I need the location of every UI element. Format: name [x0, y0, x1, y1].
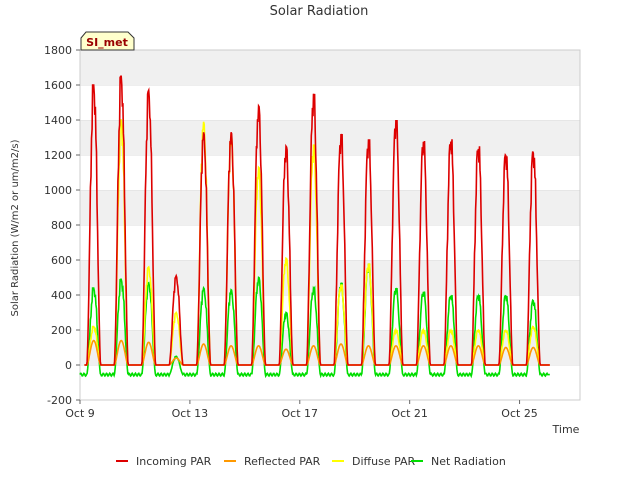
y-axis-ticks: -200 0 200 400 600 800 1000 1200 1400 1600 1800 — [44, 44, 80, 407]
y-tick-label: 800 — [51, 219, 72, 232]
y-tick-label: 1200 — [44, 149, 72, 162]
x-tick-label: Oct 17 — [282, 407, 319, 420]
grid-band — [80, 330, 580, 365]
y-tick-label: -200 — [47, 394, 72, 407]
y-tick-label: 600 — [51, 254, 72, 267]
grid-band — [80, 365, 580, 400]
station-badge-box — [80, 31, 135, 51]
y-tick-label: 1800 — [44, 44, 72, 57]
y-tick-label: 400 — [51, 289, 72, 302]
grid-bands — [80, 49, 580, 400]
grid-band — [80, 120, 580, 155]
grid-band — [80, 260, 580, 295]
legend-label: Reflected PAR — [244, 455, 321, 468]
data-series — [79, 75, 550, 379]
grid-band — [80, 155, 580, 190]
x-tick-label: Oct 13 — [172, 407, 209, 420]
grid-band — [80, 50, 580, 85]
x-axis-ticks: Oct 9 Oct 13 Oct 17 Oct 21 Oct 25 — [65, 400, 538, 420]
station-badge-label: SI_met — [86, 36, 128, 49]
x-tick-label: Oct 21 — [391, 407, 428, 420]
x-tick-label: Oct 25 — [501, 407, 538, 420]
grid-band — [80, 295, 580, 330]
grid-band — [80, 190, 580, 225]
y-tick-label: 1000 — [44, 184, 72, 197]
station-badge: SI_met — [80, 31, 135, 51]
y-tick-label: 1400 — [44, 114, 72, 127]
legend: Incoming PAR Reflected PAR Diffuse PAR Net … — [116, 455, 506, 468]
y-axis-label: Solar Radiation (W/m2 or um/m2/s) — [10, 139, 21, 316]
x-axis-label: Time — [552, 423, 580, 436]
y-tick-label: 1600 — [44, 79, 72, 92]
chart-title: Solar Radiation — [270, 4, 369, 19]
legend-label: Incoming PAR — [136, 455, 212, 468]
y-tick-label: 0 — [65, 359, 72, 372]
y-tick-label: 200 — [51, 324, 72, 337]
series-line-net-radiation — [79, 263, 550, 379]
grid-band — [80, 225, 580, 260]
x-tick-label: Oct 9 — [65, 407, 95, 420]
grid-band — [80, 85, 580, 120]
series-line-incoming-par — [84, 75, 550, 366]
legend-label: Net Radiation — [431, 455, 506, 468]
legend-label: Diffuse PAR — [352, 455, 416, 468]
